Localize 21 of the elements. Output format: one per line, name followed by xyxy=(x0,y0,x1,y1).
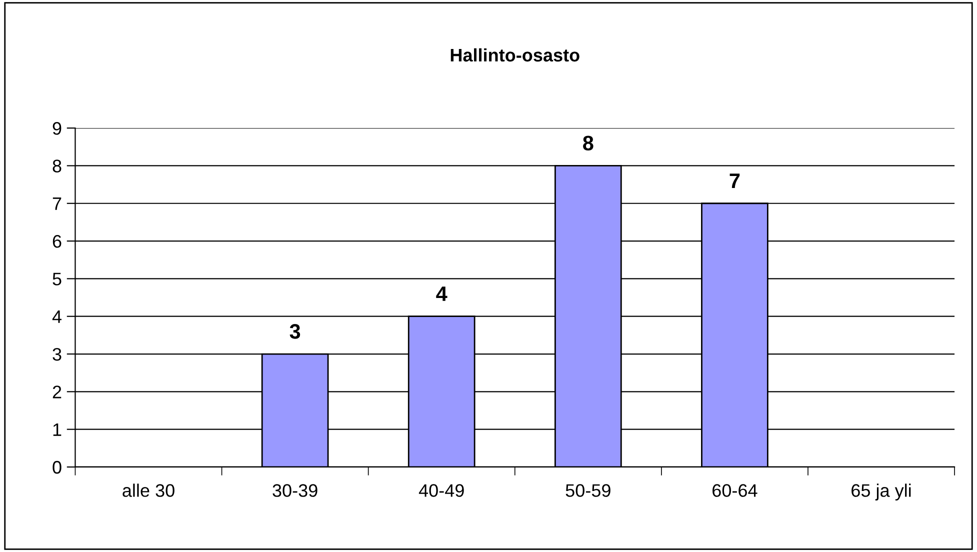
y-tick-label: 2 xyxy=(52,386,62,398)
y-tick-label: 6 xyxy=(52,234,62,248)
y-tick-label: 5 xyxy=(52,272,62,286)
data-label: 4 xyxy=(436,286,448,301)
x-tick-label: 65 ja yli xyxy=(852,484,911,500)
x-tick-label: 30-39 xyxy=(272,484,318,497)
chart-title: Hallinto-osasto xyxy=(450,48,580,62)
data-label: 7 xyxy=(730,174,740,188)
y-tick-label: 3 xyxy=(52,348,62,361)
y-tick-label: 4 xyxy=(52,310,62,323)
y-tick-label: 1 xyxy=(53,423,62,436)
y-tick-label: 9 xyxy=(52,122,62,135)
x-tick-label: 50-59 xyxy=(566,484,610,497)
data-label: 3 xyxy=(290,324,300,339)
x-tick-label: 60-64 xyxy=(712,484,758,497)
y-tick-label: 7 xyxy=(52,198,62,210)
y-tick-label: 8 xyxy=(52,160,62,172)
y-tick-label: 0 xyxy=(52,460,62,474)
x-tick-label: 40-49 xyxy=(418,484,464,497)
data-label: 8 xyxy=(583,136,594,150)
x-tick-label: alle 30 xyxy=(122,484,174,497)
